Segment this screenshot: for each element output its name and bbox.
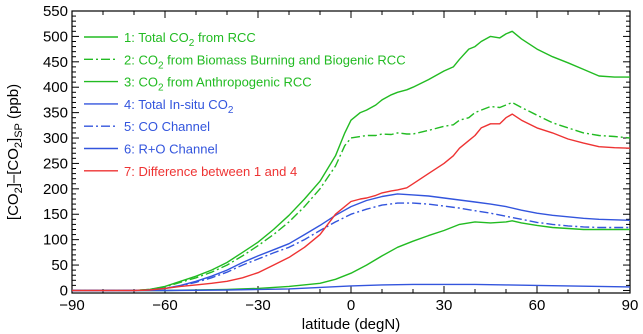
series-line-6 bbox=[72, 283, 631, 292]
x-tick-label: −60 bbox=[152, 297, 177, 314]
data-series bbox=[72, 30, 631, 292]
y-tick-label: 0 bbox=[60, 282, 68, 299]
legend-label-2: 2: CO2 from Biomass Burning and Biogenic… bbox=[124, 52, 406, 71]
y-tick-label: 200 bbox=[43, 181, 68, 198]
y-tick-label: 350 bbox=[43, 105, 68, 122]
y-tick-label: 400 bbox=[43, 79, 68, 96]
series-line-1 bbox=[72, 30, 630, 292]
x-tick-label: 30 bbox=[436, 297, 453, 314]
x-tick-label: −30 bbox=[245, 297, 270, 314]
x-tick-label: 60 bbox=[529, 297, 546, 314]
legend-label-3: 3: CO2 from Anthropogenic RCC bbox=[124, 75, 312, 94]
series-line-4 bbox=[72, 193, 631, 292]
legend-label-7: 7: Difference between 1 and 4 bbox=[124, 164, 297, 179]
legend-label-6: 6: R+O Channel bbox=[124, 142, 218, 157]
y-tick-label: 550 bbox=[43, 3, 68, 20]
y-tick-label: 150 bbox=[43, 206, 68, 223]
legend-label-1: 1: Total CO2 from RCC bbox=[124, 30, 256, 49]
y-tick-label: 300 bbox=[43, 130, 68, 147]
axis-ticks: −90 −60 −30 0 30 60 90 0 50 100 150 200 250 300 350 400… bbox=[43, 3, 638, 314]
x-tick-label: 0 bbox=[347, 297, 355, 314]
series-line-2 bbox=[72, 101, 631, 292]
y-tick-label: 450 bbox=[43, 54, 68, 71]
x-tick-label: 90 bbox=[622, 297, 639, 314]
series-line-7 bbox=[72, 113, 631, 292]
y-tick-label: 250 bbox=[43, 155, 68, 172]
x-axis-label: latitude (degN) bbox=[302, 316, 400, 333]
chart-legend: 1: Total CO2 from RCC 2: CO2 from Biomass… bbox=[84, 30, 406, 179]
y-tick-label: 50 bbox=[51, 257, 68, 274]
x-tick-label: −90 bbox=[59, 297, 84, 314]
y-tick-label: 500 bbox=[43, 28, 68, 45]
legend-label-4: 4: Total In-situ CO2 bbox=[124, 97, 234, 116]
legend-label-5: 5: CO Channel bbox=[124, 119, 210, 134]
y-axis-label: [CO2]–[CO2]SP (ppb) bbox=[5, 84, 25, 220]
series-line-3 bbox=[72, 220, 630, 292]
y-tick-label: 100 bbox=[43, 232, 68, 249]
series-line-5 bbox=[72, 202, 630, 292]
